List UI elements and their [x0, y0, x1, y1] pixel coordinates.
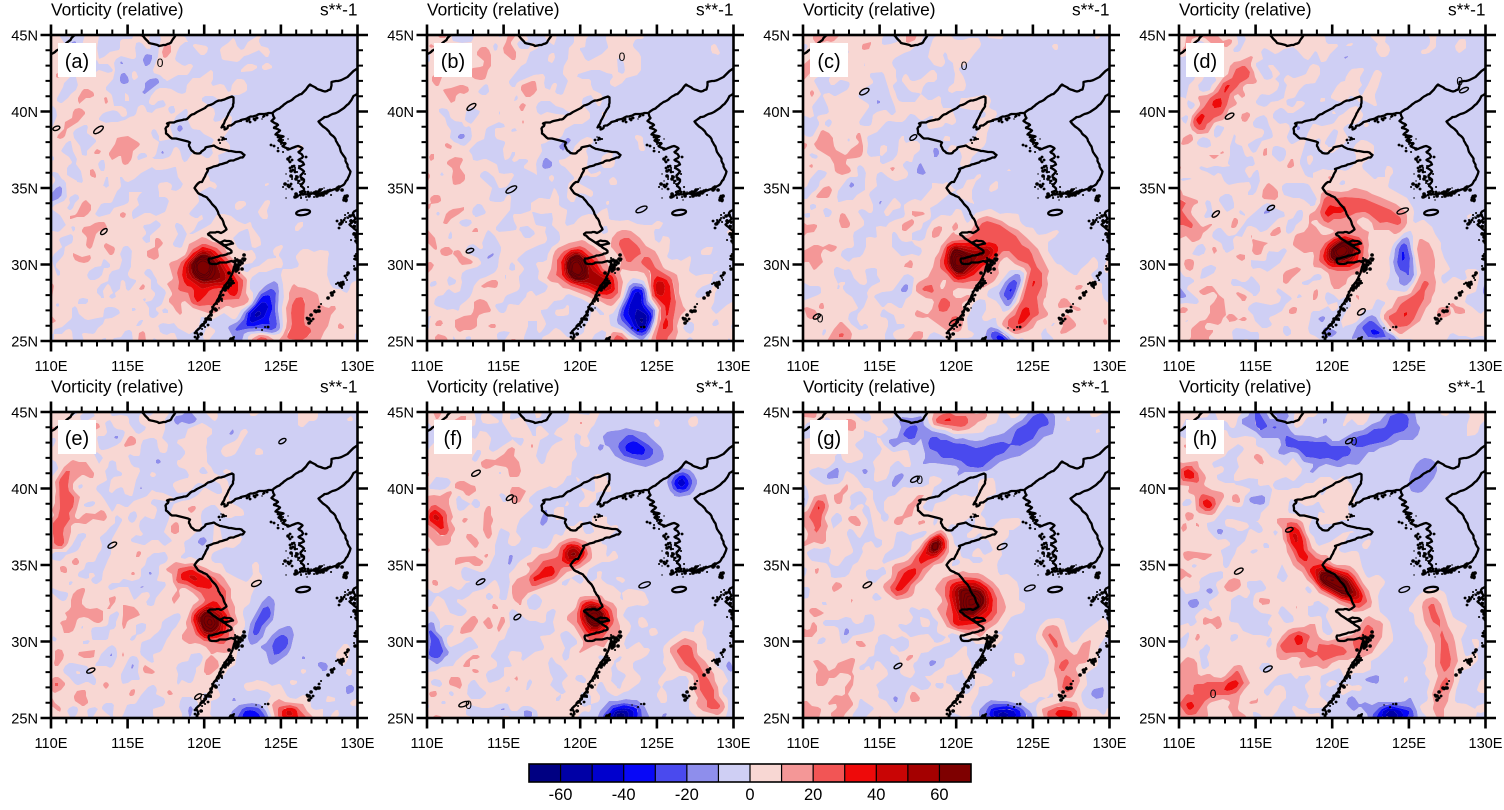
svg-text:(a): (a)	[65, 51, 89, 73]
svg-text:0: 0	[1456, 75, 1463, 89]
svg-text:0: 0	[1351, 435, 1358, 449]
svg-text:0: 0	[817, 312, 824, 326]
svg-text:(e): (e)	[65, 428, 89, 450]
svg-text:(f): (f)	[444, 428, 463, 450]
svg-text:0: 0	[916, 473, 923, 487]
svg-text:0: 0	[200, 692, 207, 706]
svg-text:(b): (b)	[441, 51, 465, 73]
svg-text:0: 0	[1210, 687, 1217, 701]
svg-text:0: 0	[745, 786, 754, 804]
svg-text:0: 0	[465, 698, 472, 712]
svg-text:(h): (h)	[1193, 428, 1217, 450]
svg-text:(d): (d)	[1193, 51, 1217, 73]
svg-text:20: 20	[804, 786, 822, 804]
svg-text:60: 60	[930, 786, 948, 804]
svg-text:-60: -60	[549, 786, 573, 804]
svg-text:0: 0	[961, 59, 968, 73]
svg-text:-40: -40	[612, 786, 636, 804]
svg-text:-20: -20	[675, 786, 699, 804]
svg-text:(g): (g)	[817, 428, 841, 450]
svg-text:0: 0	[511, 493, 518, 507]
svg-text:(c): (c)	[817, 51, 840, 73]
svg-text:0: 0	[619, 50, 626, 64]
svg-text:40: 40	[867, 786, 885, 804]
svg-text:0: 0	[157, 56, 164, 70]
